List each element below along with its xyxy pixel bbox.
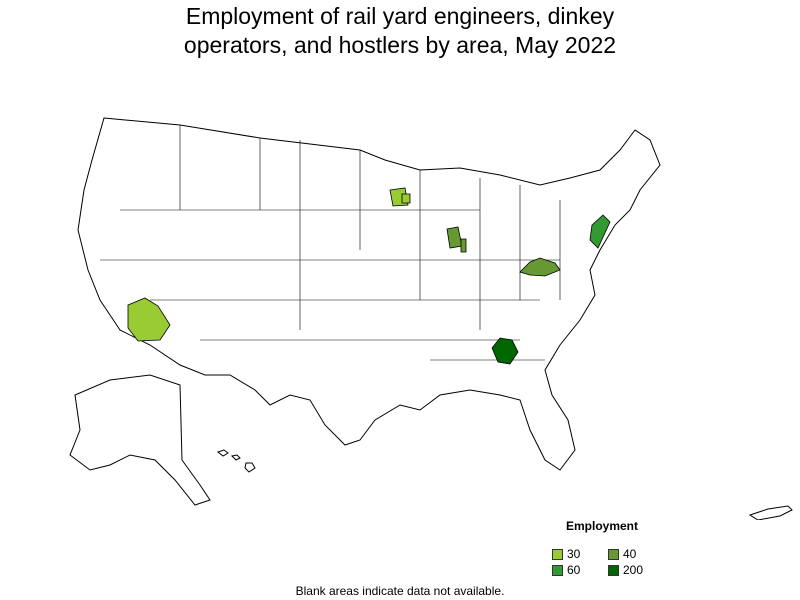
area-southern-california [127,297,171,342]
contiguous-us-outline [77,117,661,471]
puerto-rico-outline [748,505,793,520]
legend-item-40: 40 [608,547,664,561]
legend-label-30: 30 [567,547,581,561]
legend-item-200: 200 [608,563,664,577]
legend-item-60: 60 [552,563,608,577]
footnote: Blank areas indicate data not available. [295,584,505,598]
legend: Employment 30 40 60 200 [552,519,662,577]
title-line-2: operators, and hostlers by area, May 202… [183,32,617,58]
area-northern-georgia [491,337,519,365]
legend-title: Employment [566,519,639,533]
legend-swatch-200 [608,564,619,576]
map-title: Employment of rail yard engineers, dinke… [0,2,800,60]
legend-swatch-30 [552,548,563,560]
legend-swatch-40 [608,548,619,560]
legend-item-30: 30 [552,547,608,561]
area-central-minnesota-2 [401,193,411,204]
legend-swatch-60 [552,564,563,576]
area-new-jersey-new-york [589,214,611,249]
legend-label-200: 200 [623,563,644,577]
us-msa-map [69,117,793,520]
hawaii-islands [216,449,256,473]
legend-label-40: 40 [623,547,637,561]
alaska-outline [69,374,211,506]
legend-label-60: 60 [567,563,581,577]
title-line-1: Employment of rail yard engineers, dinke… [185,3,615,29]
area-northern-indiana [460,238,467,253]
area-ohio-river-valley [519,257,561,277]
